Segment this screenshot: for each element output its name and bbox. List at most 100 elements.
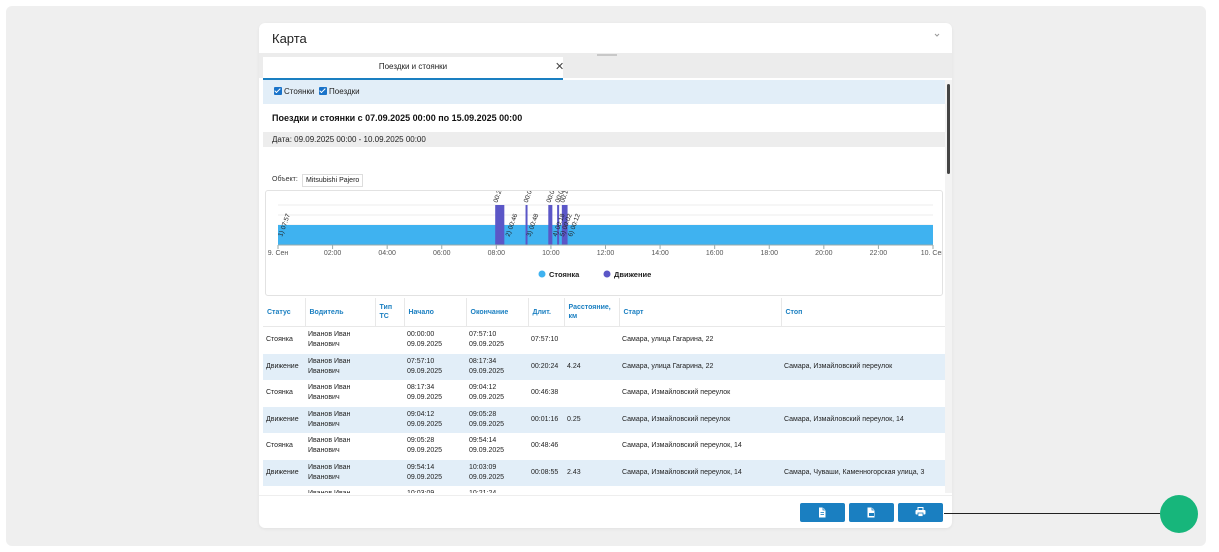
print-button[interactable] (898, 503, 943, 522)
trips-table: Статус Водитель Тип ТС Начало Окончание Длит.… (263, 298, 945, 493)
date-range-bar: Дата: 09.09.2025 00:00 - 10.09.2025 00:0… (263, 132, 945, 147)
table-cell: 09:54:14 09.09.2025 (469, 437, 505, 455)
table-cell: Самара, улица Гагарина, 22 (622, 336, 714, 344)
parkings-checkbox[interactable] (274, 87, 282, 95)
legend-parking-marker (538, 270, 546, 278)
table-cell: 10:03:09 09.09.2025 (466, 459, 528, 486)
tab-trips-and-stops[interactable]: Поездки и стоянки ✕ (263, 57, 565, 80)
column-header[interactable]: Окончание (466, 298, 529, 327)
table-cell: Движение (263, 459, 305, 486)
table-row[interactable]: Движение Иванов Иван Иванович 07:57:10 09.… (263, 353, 945, 380)
table-cell: 07:57:10 09.09.2025 (469, 331, 505, 349)
column-header[interactable]: Тип ТС (375, 298, 405, 327)
table-row[interactable]: Движение Иванов Иван Иванович 09:54:14 09.… (263, 459, 945, 486)
tab-label: Поездки и стоянки (378, 62, 448, 71)
table-cell (375, 486, 404, 493)
connector-line (944, 513, 1160, 514)
table-cell (564, 380, 619, 407)
x-tick-label: 20:00 (815, 250, 833, 257)
table-row[interactable]: Стоянка Иванов Иван Иванович 08:17:34 09.0… (263, 380, 945, 407)
table-cell: 00:01:16 (528, 406, 564, 433)
x-tick-label: 12:00 (597, 250, 615, 257)
x-tick-label: 04:00 (378, 250, 396, 257)
status-indicator-dot (1160, 495, 1198, 533)
table-cell: 00:20:24 (528, 353, 564, 380)
panel-title: Карта (272, 31, 307, 46)
vertical-scrollbar[interactable] (945, 80, 952, 493)
table-cell (781, 486, 945, 493)
table-cell: Иванов Иван Иванович (308, 384, 351, 402)
table-cell: 00:18:15 (528, 486, 564, 493)
table-cell: 4.24 (564, 353, 619, 380)
pdf-export-icon (867, 507, 875, 518)
map-panel: Карта Поездки и стоянки ✕ Стоянки Поездк… (259, 23, 952, 528)
table-cell: Стоянка (266, 389, 293, 397)
column-header[interactable]: Расстояние, км (564, 298, 620, 327)
x-tick-label: 02:00 (324, 250, 342, 257)
movement-bar (557, 205, 560, 245)
legend-movement-marker (603, 270, 611, 278)
table-cell: Иванов Иван Иванович (305, 406, 375, 433)
column-header[interactable]: Старт (619, 298, 782, 327)
resize-grip[interactable] (597, 54, 617, 56)
table-cell: Иванов Иван Иванович (305, 353, 375, 380)
table-cell: 09:05:28 09.09.2025 (407, 437, 443, 455)
x-tick-label: 06:00 (433, 250, 451, 257)
table-cell: 10:21:24 09.09.2025 (466, 486, 528, 493)
table-cell: Иванов Иван Иванович (308, 437, 351, 455)
file-export-icon (819, 507, 826, 518)
table-cell: 07:57:10 (531, 336, 559, 344)
table-cell (375, 459, 404, 486)
table-cell: Самара, Измайловский переулок (781, 353, 945, 380)
trips-checkbox[interactable] (319, 87, 327, 95)
chevron-down-icon[interactable] (932, 30, 942, 40)
table-cell (375, 406, 404, 433)
printer-icon (915, 507, 926, 517)
table-cell (781, 380, 945, 407)
table-cell: Стоянка (266, 336, 293, 344)
column-header[interactable]: Статус (263, 298, 306, 327)
movement-bar-label: 00:20 (492, 191, 504, 204)
close-icon[interactable]: ✕ (555, 61, 565, 73)
trips-checkbox-label: Поездки (329, 87, 360, 96)
table-cell: Иванов Иван Иванович (308, 331, 351, 349)
column-header[interactable]: Стоп (781, 298, 945, 327)
table-cell: 08:17:34 09.09.2025 (466, 353, 528, 380)
export-pdf-button[interactable] (849, 503, 894, 522)
table-row[interactable]: Движение Иванов Иван Иванович 09:04:12 09.… (263, 406, 945, 433)
column-header[interactable]: Длит. (528, 298, 565, 327)
scrollbar-thumb[interactable] (947, 84, 950, 174)
legend-movement-label: Движение (614, 270, 651, 279)
object-label: Объект: (272, 176, 298, 183)
filter-bar: Стоянки Поездки (263, 80, 945, 104)
x-tick-label: 9. Сен (268, 250, 289, 257)
x-tick-label: 22:00 (870, 250, 888, 257)
table-cell: 00:48:46 (531, 442, 559, 450)
parking-band (278, 225, 933, 245)
table-cell (781, 327, 945, 354)
table-cell: Самара, Измайловский переулок (619, 406, 781, 433)
export-file-button[interactable] (800, 503, 845, 522)
panel-footer (259, 495, 952, 528)
column-header[interactable]: Начало (404, 298, 467, 327)
table-cell: Самара, Чуваши, Каменногорская улица, 3 (619, 486, 781, 493)
table-cell: 0.25 (564, 406, 619, 433)
table-cell: 09:04:12 09.09.2025 (404, 406, 466, 433)
column-header[interactable]: Водитель (305, 298, 376, 327)
table-cell (564, 327, 619, 354)
table-cell (781, 433, 945, 460)
table-cell: 00:46:38 (531, 389, 559, 397)
table-cell: 09:05:28 09.09.2025 (466, 406, 528, 433)
report-title: Поездки и стоянки с 07.09.2025 00:00 по … (272, 113, 523, 123)
table-cell: Самара, Измайловский переулок, 14 (619, 459, 781, 486)
table-row[interactable]: Стоянка Иванов Иван Иванович 09:05:28 09.0… (263, 433, 945, 460)
panel-header: Карта (259, 23, 952, 53)
table-row[interactable]: Стоянка Иванов Иван Иванович 00:00:00 09.0… (263, 327, 945, 354)
table-cell (564, 486, 619, 493)
timeline-chart: 00:20 00:01 00:08 00:04 00:12 1) 07:57 2) 00:4… (265, 190, 943, 296)
table-cell: Иванов Иван Иванович (305, 459, 375, 486)
table-cell: 2.43 (564, 459, 619, 486)
table-cell: 10:03:09 09.09.2025 (404, 486, 466, 493)
table-cell: 00:00:00 09.09.2025 (407, 331, 443, 349)
